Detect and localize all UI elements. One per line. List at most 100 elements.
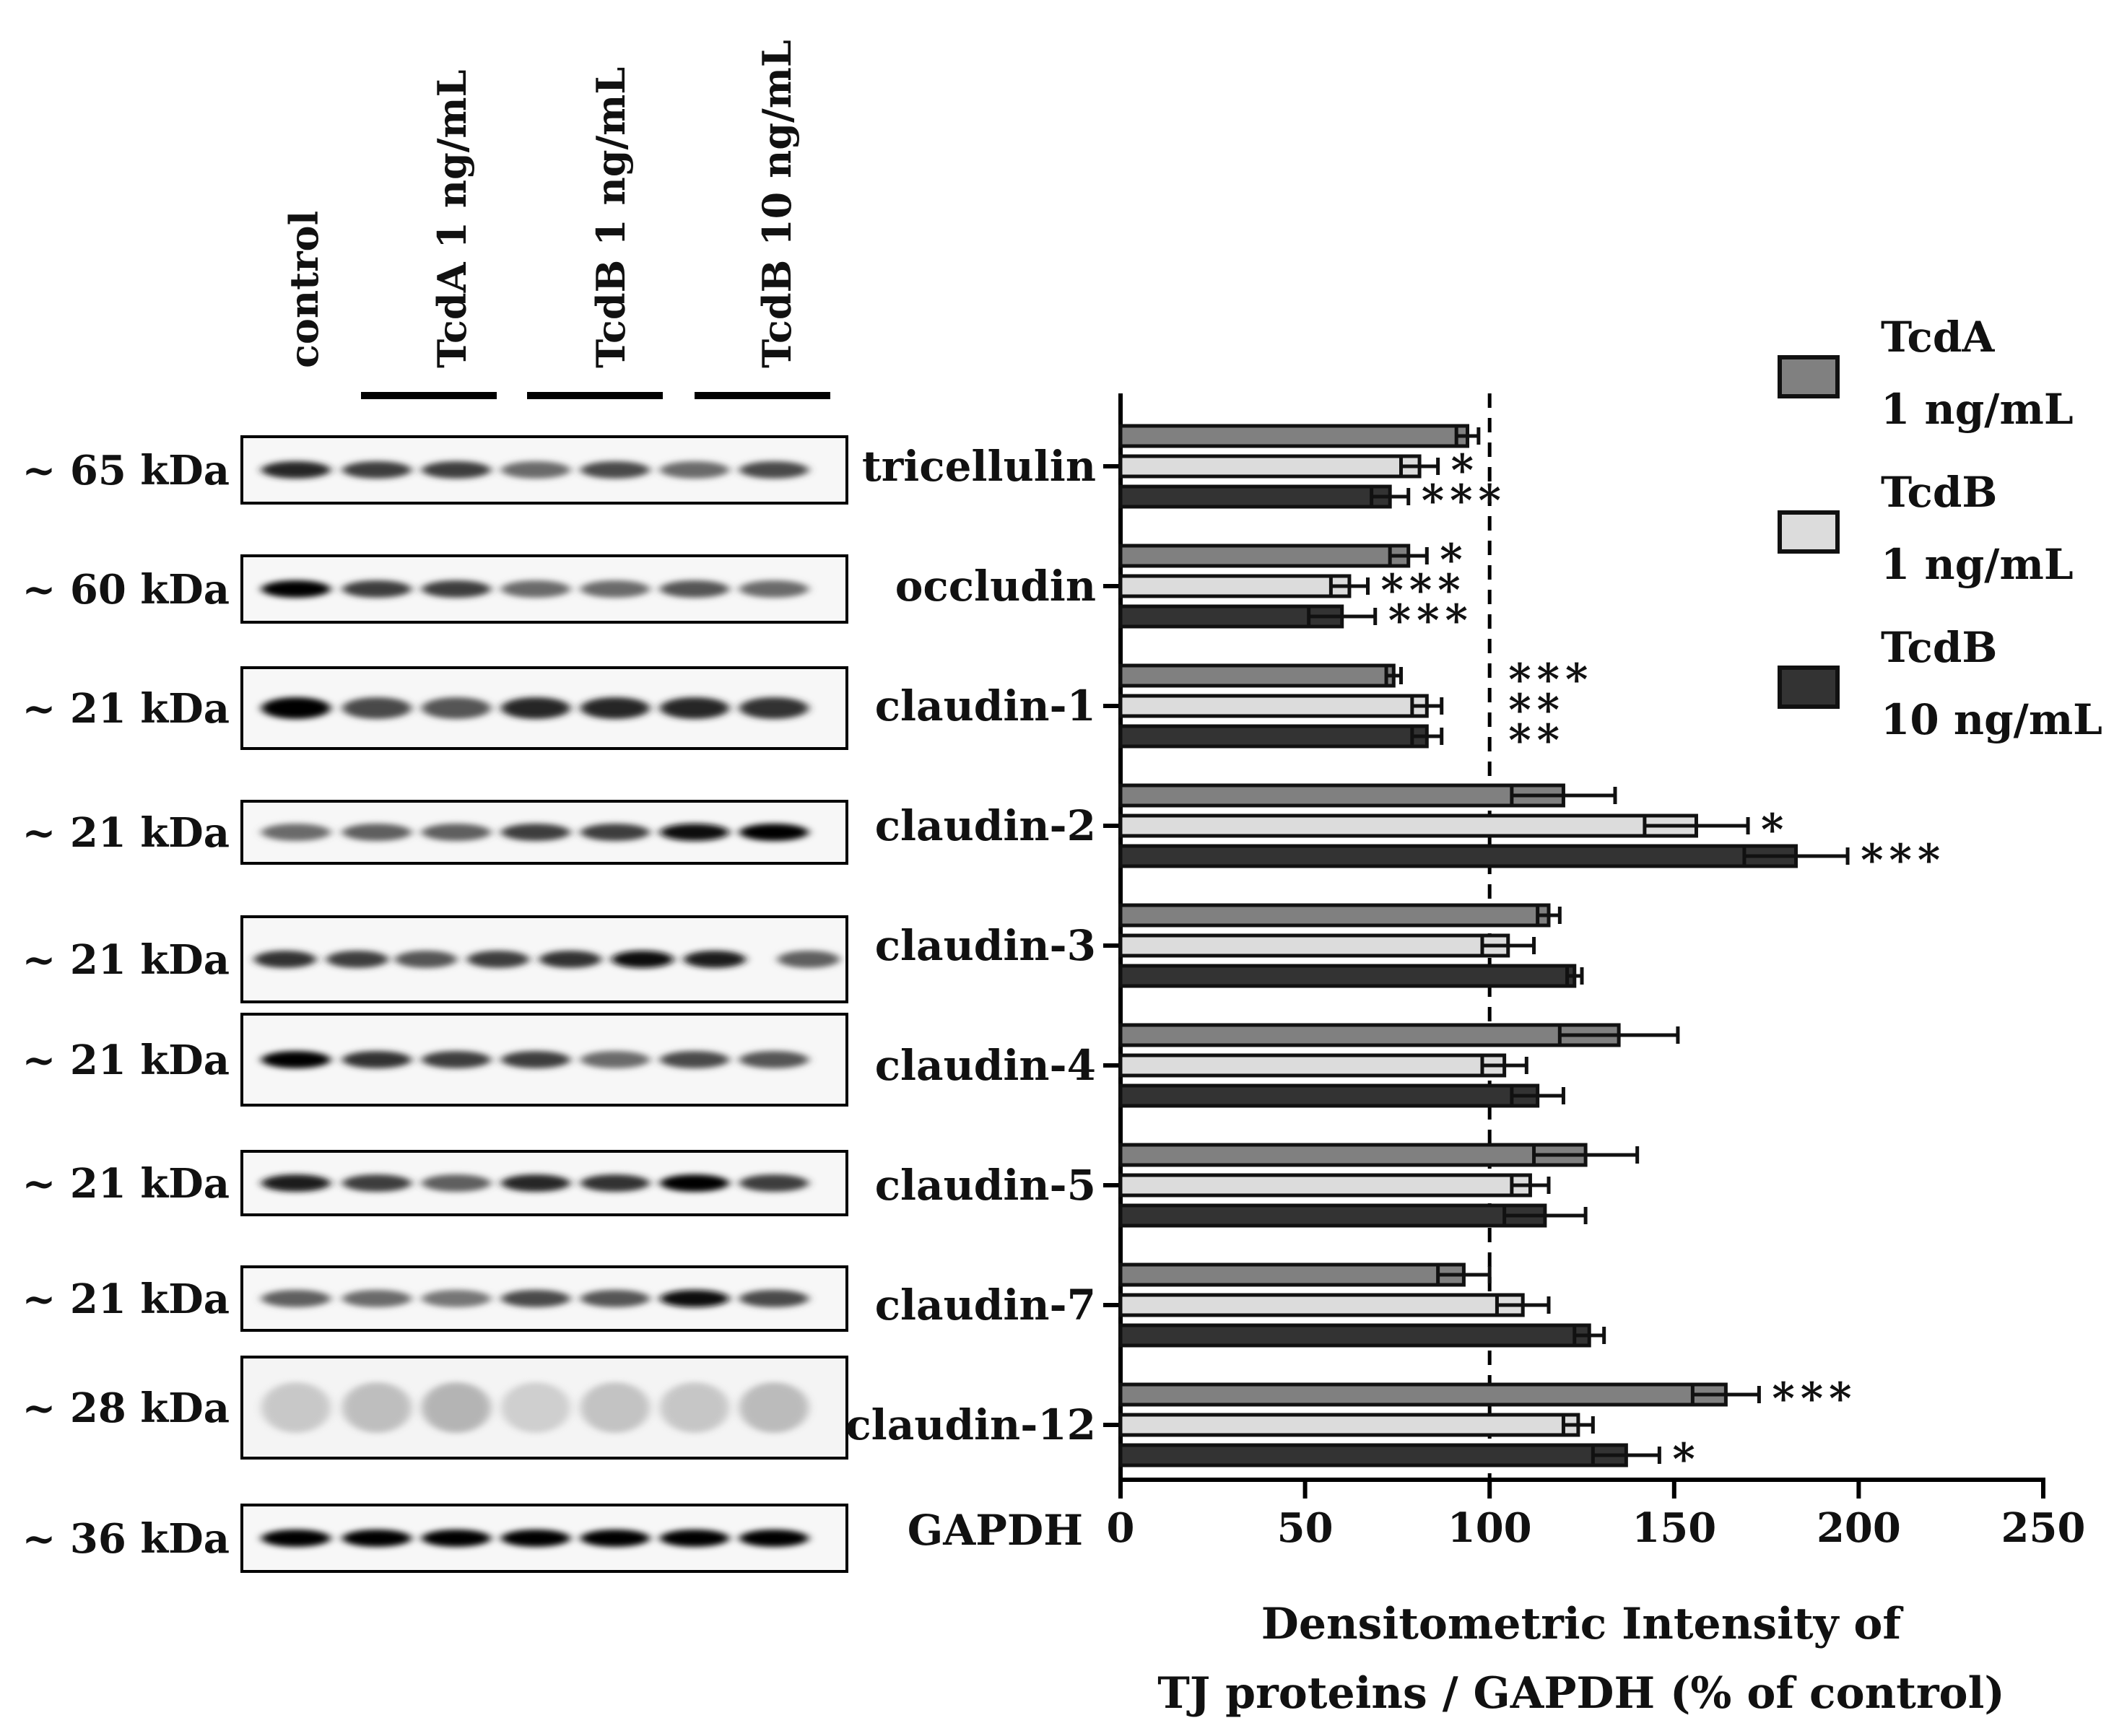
marker-label: ~ 21 kDa — [22, 1037, 230, 1084]
blot-claudin-5: ~ 21 kDa — [22, 1150, 848, 1216]
marker-label: ~ 21 kDa — [22, 936, 230, 984]
band — [580, 580, 650, 598]
band — [422, 1382, 491, 1433]
blot-claudin-3: ~ 21 kDa — [22, 915, 848, 1003]
blot-GAPDH: ~ 36 kDa — [22, 1504, 848, 1573]
x-axis-label: Densitometric Intensity of — [1261, 1599, 1905, 1649]
bar — [1118, 1323, 1591, 1348]
blot-claudin-4: ~ 21 kDa — [22, 1013, 848, 1107]
bar — [1118, 844, 1798, 868]
marker-label: ~ 65 kDa — [22, 447, 230, 494]
band — [612, 951, 674, 968]
marker-label: ~ 21 kDa — [22, 1275, 230, 1323]
bar-group-claudin-12: claudin-12**** — [845, 1374, 1857, 1485]
marker-label: ~ 28 kDa — [22, 1384, 230, 1432]
legend-item-0: TcdA 1 ng/mL — [1778, 313, 2074, 434]
band — [422, 1530, 491, 1547]
bar-group-claudin-1: claudin-1******* — [875, 655, 1588, 766]
band — [660, 824, 729, 841]
x-tick-label: 250 — [2001, 1504, 2086, 1552]
significance-marker: *** — [1772, 1374, 1857, 1424]
band — [580, 1051, 650, 1068]
legend-swatch — [1778, 355, 1840, 398]
band — [580, 461, 650, 479]
band — [501, 1530, 570, 1547]
lane-headers: control TcdA 1 ng/mL TcdB 1 ng/mL TcdB 1… — [281, 40, 830, 399]
legend-label: 10 ng/mL — [1881, 695, 2102, 744]
bar — [1118, 724, 1429, 749]
legend-label: 1 ng/mL — [1881, 385, 2074, 434]
band — [395, 951, 457, 968]
band — [342, 1174, 412, 1192]
band — [422, 1051, 491, 1068]
band — [660, 1051, 729, 1068]
bar — [1118, 574, 1352, 598]
band — [467, 951, 529, 968]
x-tick-label: 150 — [1632, 1504, 1716, 1552]
band — [501, 1174, 570, 1192]
band — [342, 697, 412, 719]
x-tick-label: 50 — [1277, 1504, 1334, 1552]
blot-claudin-7: ~ 21 kDa — [22, 1265, 848, 1332]
bar — [1118, 604, 1344, 629]
lane-header-tcda-1: TcdA 1 ng/mL — [429, 69, 475, 368]
bar — [1118, 663, 1396, 688]
band — [342, 461, 412, 479]
band — [660, 580, 729, 598]
band — [342, 824, 412, 841]
bar-group-claudin-7: claudin-7 — [875, 1262, 1606, 1348]
significance-marker: * — [1672, 1434, 1700, 1485]
legend-item-2: TcdB 10 ng/mL — [1778, 623, 2102, 744]
bar — [1118, 903, 1551, 928]
band — [660, 1174, 729, 1192]
bar — [1118, 933, 1510, 958]
blot-claudin-1: ~ 21 kDa — [22, 666, 848, 750]
band — [501, 1051, 570, 1068]
band — [660, 1382, 729, 1433]
bar — [1118, 1173, 1532, 1198]
band — [501, 461, 570, 479]
category-label: claudin-4 — [875, 1041, 1096, 1090]
band — [539, 951, 601, 968]
band — [342, 580, 412, 598]
band — [580, 1174, 650, 1192]
significance-marker: ** — [1508, 715, 1565, 766]
band — [580, 697, 650, 719]
bar-group-claudin-3: claudin-3 — [875, 903, 1584, 988]
bar — [1118, 814, 1698, 838]
band — [261, 1051, 331, 1068]
band — [422, 824, 491, 841]
band — [261, 461, 331, 479]
bar — [1118, 1413, 1580, 1437]
band — [739, 1290, 809, 1307]
band — [261, 580, 331, 598]
bar-chart: 0 50 100 150 200 250 Densitometric Intensity o… — [845, 393, 2085, 1719]
bar — [1118, 454, 1422, 479]
category-label: claudin-1 — [875, 681, 1096, 730]
bar — [1118, 424, 1470, 448]
significance-marker: * — [1440, 535, 1468, 585]
blot-tricellulin: ~ 65 kDa — [22, 435, 848, 505]
bar-group-claudin-4: claudin-4 — [875, 1023, 1680, 1108]
bar-group-occludin: occludin******* — [895, 535, 1468, 646]
band — [342, 1530, 412, 1547]
category-label: claudin-7 — [875, 1281, 1096, 1330]
band — [739, 1382, 809, 1433]
bar — [1118, 1053, 1507, 1078]
bar — [1118, 694, 1429, 718]
band — [501, 580, 570, 598]
bar — [1118, 1023, 1621, 1047]
legend-item-1: TcdB 1 ng/mL — [1778, 468, 2074, 589]
bar — [1118, 964, 1577, 988]
band — [261, 697, 331, 719]
category-label: claudin-12 — [845, 1400, 1096, 1449]
band — [580, 824, 650, 841]
legend-label: 1 ng/mL — [1881, 540, 2074, 589]
band — [739, 1174, 809, 1192]
bar — [1118, 1382, 1728, 1407]
band — [422, 461, 491, 479]
blot-claudin-2: ~ 21 kDa — [22, 800, 848, 865]
band — [739, 824, 809, 841]
band — [660, 1530, 729, 1547]
band — [422, 697, 491, 719]
